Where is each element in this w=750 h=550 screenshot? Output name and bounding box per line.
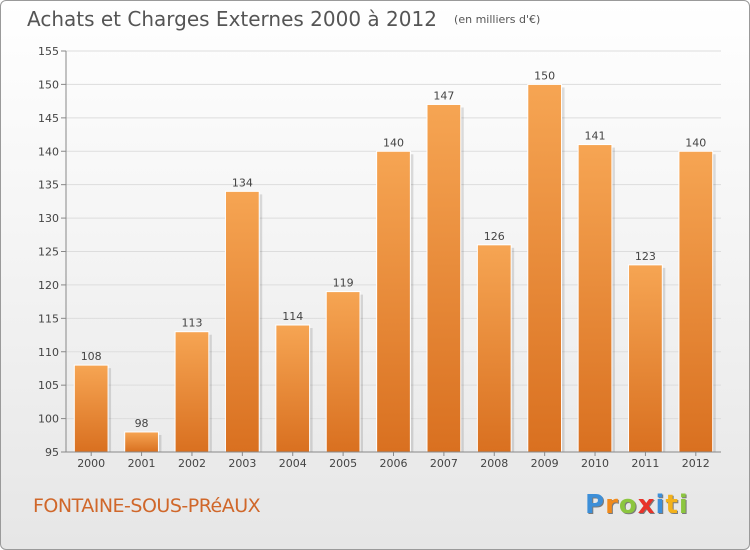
y-tick-label: 120 bbox=[38, 279, 59, 292]
y-tick-label: 125 bbox=[38, 246, 59, 259]
bar-value-label: 134 bbox=[232, 176, 253, 189]
bar bbox=[325, 291, 361, 453]
bar bbox=[426, 103, 462, 453]
x-tick-label: 2000 bbox=[77, 457, 105, 470]
y-tick-label: 115 bbox=[38, 312, 59, 325]
y-tick-label: 140 bbox=[38, 145, 59, 158]
bar bbox=[476, 244, 512, 453]
y-tick-label: 155 bbox=[38, 45, 59, 58]
bar bbox=[275, 324, 311, 453]
bar bbox=[73, 364, 109, 453]
bar bbox=[678, 150, 714, 453]
bar bbox=[577, 144, 613, 453]
y-tick-label: 105 bbox=[38, 379, 59, 392]
x-tick-label: 2003 bbox=[228, 457, 256, 470]
y-tick-label: 145 bbox=[38, 112, 59, 125]
x-tick-label: 2008 bbox=[480, 457, 508, 470]
bar-value-label: 150 bbox=[534, 69, 555, 82]
bar-value-label: 141 bbox=[585, 130, 606, 143]
x-tick-label: 2011 bbox=[631, 457, 659, 470]
bar-value-label: 123 bbox=[635, 250, 656, 263]
bar-value-label: 119 bbox=[333, 277, 354, 290]
bar bbox=[376, 150, 411, 453]
y-tick-label: 110 bbox=[38, 346, 59, 359]
x-tick-label: 2010 bbox=[581, 457, 609, 470]
title-text: Achats et Charges Externes 2000 à 2012 bbox=[27, 7, 437, 31]
bar-value-label: 108 bbox=[81, 350, 102, 363]
bar-value-label: 147 bbox=[433, 89, 454, 102]
y-tick-label: 130 bbox=[38, 212, 59, 225]
bar-value-label: 126 bbox=[484, 230, 505, 243]
x-tick-label: 2009 bbox=[531, 457, 559, 470]
unit-label: (en milliers d'€) bbox=[454, 13, 541, 26]
y-tick-label: 100 bbox=[38, 413, 59, 426]
proxiti-logo: Proxiti bbox=[585, 490, 689, 520]
bar bbox=[628, 264, 663, 453]
bar-value-label: 98 bbox=[135, 417, 149, 430]
bar bbox=[174, 331, 210, 453]
commune-name: FONTAINE-SOUS-PRéAUX bbox=[33, 495, 261, 517]
y-tick-label: 135 bbox=[38, 179, 59, 192]
chart-title: Achats et Charges Externes 2000 à 2012 (… bbox=[27, 7, 540, 31]
x-tick-label: 2004 bbox=[279, 457, 307, 470]
x-tick-label: 2006 bbox=[380, 457, 408, 470]
bar bbox=[224, 190, 260, 453]
bar-value-label: 114 bbox=[282, 310, 303, 323]
y-tick-label: 150 bbox=[38, 78, 59, 91]
x-tick-label: 2001 bbox=[128, 457, 156, 470]
bar-value-label: 140 bbox=[383, 136, 404, 149]
bar bbox=[527, 83, 563, 453]
bar bbox=[124, 431, 159, 453]
bar-value-label: 113 bbox=[181, 317, 202, 330]
x-tick-label: 2005 bbox=[329, 457, 357, 470]
bar-value-label: 140 bbox=[685, 136, 706, 149]
y-tick-label: 95 bbox=[45, 446, 59, 459]
x-tick-label: 2002 bbox=[178, 457, 206, 470]
x-tick-label: 2012 bbox=[682, 457, 710, 470]
x-tick-label: 2007 bbox=[430, 457, 458, 470]
